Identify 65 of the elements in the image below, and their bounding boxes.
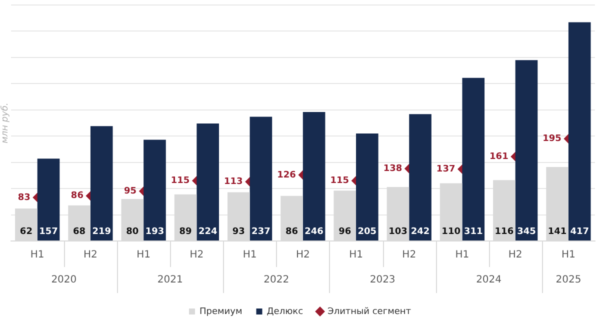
bar bbox=[37, 158, 60, 240]
bar bbox=[302, 112, 326, 240]
x-tick-label: H1 bbox=[562, 250, 576, 261]
data-label: 311 bbox=[464, 226, 483, 237]
bar bbox=[462, 78, 485, 240]
data-label: 237 bbox=[252, 226, 270, 237]
text: 2023 bbox=[370, 274, 396, 286]
text: 2021 bbox=[157, 274, 183, 286]
text: 2025 bbox=[556, 274, 582, 286]
data-label: 96 bbox=[338, 226, 352, 237]
data-label: 242 bbox=[410, 226, 430, 237]
data-label: 193 bbox=[145, 226, 164, 237]
x-tick-label: H2 bbox=[190, 250, 204, 261]
data-label: 115 bbox=[330, 176, 350, 186]
legend-label: Премиум bbox=[199, 306, 242, 317]
data-label: 205 bbox=[358, 226, 377, 237]
text: 2020 bbox=[51, 274, 77, 286]
legend-label: Делюкс bbox=[266, 306, 304, 317]
data-label: 417 bbox=[570, 226, 589, 237]
data-label: 126 bbox=[277, 170, 296, 180]
data-label: 161 bbox=[490, 152, 508, 162]
legend-label: Элитный сегмент bbox=[328, 306, 412, 317]
data-label: 83 bbox=[18, 192, 30, 203]
x-tick-label: H1 bbox=[455, 250, 470, 261]
data-label: 137 bbox=[436, 164, 456, 174]
bar bbox=[568, 22, 591, 240]
data-label: 89 bbox=[179, 226, 192, 237]
x-tick-label: H1 bbox=[242, 250, 257, 261]
data-label: 138 bbox=[383, 164, 402, 174]
text: 2024 bbox=[476, 274, 502, 286]
text: 2022 bbox=[264, 274, 290, 286]
data-label: 80 bbox=[126, 226, 139, 237]
data-label: 246 bbox=[304, 226, 324, 237]
data-label: 195 bbox=[542, 134, 562, 144]
bar bbox=[196, 124, 219, 240]
x-tick-label: H2 bbox=[84, 250, 98, 261]
bar bbox=[409, 114, 432, 240]
bar bbox=[356, 133, 378, 240]
data-label: 103 bbox=[388, 226, 408, 237]
data-label: 115 bbox=[170, 176, 190, 186]
data-label: 141 bbox=[548, 226, 567, 237]
bar bbox=[250, 116, 272, 240]
data-label: 157 bbox=[39, 226, 58, 237]
data-label: 86 bbox=[285, 226, 298, 237]
data-label: 62 bbox=[20, 226, 32, 237]
data-label: 116 bbox=[494, 226, 514, 237]
data-label: 345 bbox=[517, 226, 536, 237]
data-label: 113 bbox=[224, 177, 243, 188]
data-label: 68 bbox=[73, 226, 86, 237]
x-tick-label: H2 bbox=[508, 250, 522, 261]
data-label: 95 bbox=[124, 186, 137, 197]
data-label: 86 bbox=[70, 191, 84, 202]
data-label: 224 bbox=[198, 226, 218, 237]
bar bbox=[515, 60, 538, 240]
x-tick-label: H1 bbox=[30, 250, 44, 261]
y-axis-title: млн руб. bbox=[0, 102, 11, 144]
data-label: 110 bbox=[442, 226, 460, 237]
bar bbox=[144, 140, 166, 240]
bar bbox=[90, 126, 113, 240]
data-label: 219 bbox=[92, 226, 112, 237]
x-tick-label: H2 bbox=[402, 250, 416, 261]
x-tick-label: H2 bbox=[296, 250, 310, 261]
x-tick-label: H1 bbox=[349, 250, 363, 261]
x-tick-label: H1 bbox=[136, 250, 151, 261]
data-label: 93 bbox=[232, 226, 245, 237]
